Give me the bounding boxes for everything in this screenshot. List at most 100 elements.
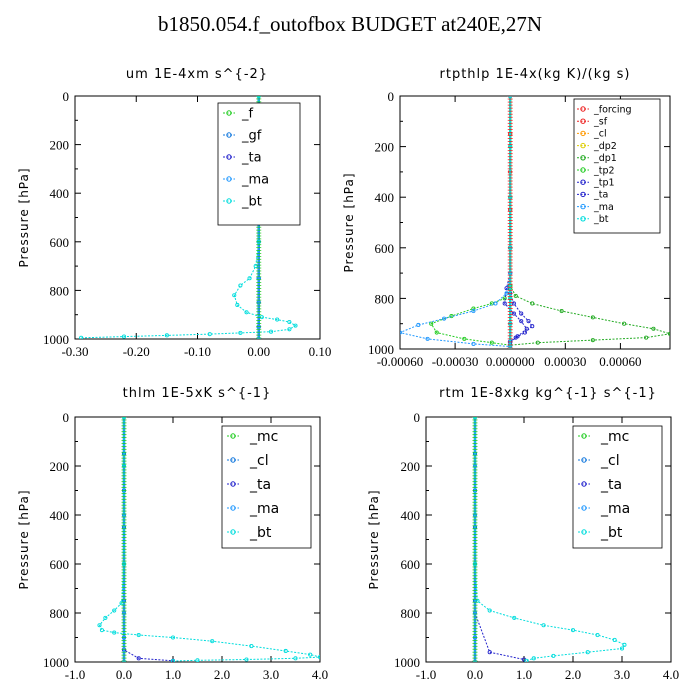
y-tick-label: 600 [50,235,70,250]
data-point [244,310,249,315]
legend-entry: _cl [600,453,620,469]
data-point [97,623,102,628]
data-point [502,301,507,306]
data-point [195,658,200,662]
data-point [287,319,292,325]
y-tick-label: 0 [63,410,70,425]
data-point [619,646,625,651]
legend-entry: _ta [600,477,622,493]
data-point [283,648,288,654]
y-tick-label: 0 [388,89,395,104]
series-line-bt [81,96,297,339]
legend-marker [226,198,232,204]
legend-entry: _dp2 [593,141,617,152]
legend-entry: _bt [593,214,609,225]
series-line-ta [123,417,174,662]
legend-box [572,425,663,549]
x-tick-label: 0.0 [116,667,132,682]
data-point [590,315,595,320]
legend-entry: _bt [600,525,623,541]
series-group [472,417,627,662]
data-point [519,319,524,324]
data-point [512,615,517,620]
data-point [515,334,520,339]
data-point [442,316,447,321]
data-point [249,644,254,649]
legend-entry: _cl [593,129,607,140]
data-point [524,658,529,662]
legend-entry: _cl [249,453,269,469]
series-line-tp1 [509,96,533,344]
data-point [522,330,527,335]
legend-marker [226,110,232,116]
data-point [535,340,540,345]
y-tick-label: 600 [50,557,70,572]
data-point [287,327,292,332]
legend-marker [581,433,587,439]
y-tick-label: 600 [401,557,421,572]
legend-entry: _ma [241,173,269,188]
data-point [232,293,237,298]
data-point [99,628,104,633]
data-point [541,623,546,628]
data-point [508,296,513,301]
data-point [508,346,513,349]
x-tick-label: -0.20 [123,344,150,359]
legend: _mc _cl _ta _ma _bt [572,425,663,549]
series-group [97,417,320,662]
data-point [667,331,670,336]
y-tick-label: 800 [50,606,70,621]
legend-entry: _ta [249,477,271,493]
x-tick-label: -1.0 [416,667,437,682]
x-tick-label: 0.00030 [544,354,586,369]
data-point [164,333,169,338]
series-line-bt [98,417,320,662]
y-axis-label: Pressure [hPa] [367,489,381,589]
data-point [170,635,176,640]
x-tick-label: 2.0 [214,667,230,682]
data-point [434,330,439,335]
legend-box [217,102,301,226]
legend-marker [581,457,587,463]
data-point [526,319,531,324]
y-tick-label: 200 [50,459,70,474]
data-point [511,311,516,316]
y-tick-label: 1000 [43,332,69,347]
data-point [268,329,274,334]
data-point [256,336,261,339]
y-tick-label: 800 [50,283,70,298]
data-point [103,615,108,620]
y-tick-label: 400 [401,508,421,523]
legend-entry: _ma [249,501,279,517]
data-point [121,334,127,339]
y-tick-label: 200 [50,138,70,153]
data-point [136,656,141,661]
y-tick-label: 1000 [394,655,420,670]
data-point [530,301,535,306]
legend-marker [580,130,586,137]
chart-title: rtm 1E-8xkg kg^{-1} s^{-1} [439,386,657,401]
series-line-tp2 [430,96,511,346]
x-tick-label: -0.30 [61,344,88,359]
y-tick-label: 1000 [43,655,69,670]
data-point [585,650,590,655]
data-point [551,653,556,658]
y-tick-label: 0 [63,89,70,104]
x-tick-label: -0.00030 [432,354,479,369]
data-point [256,300,261,305]
legend-entry: _ma [593,202,614,213]
chart-title: thlm 1E-5xK s^{-1} [123,386,272,401]
data-point [308,652,313,657]
legend-marker [230,457,236,463]
legend-marker [226,132,232,138]
data-point [612,637,617,643]
legend-marker [580,118,586,124]
data-point [112,608,117,613]
data-point [293,323,298,328]
data-point [590,338,595,343]
y-tick-label: 600 [375,241,395,256]
data-point [471,341,476,346]
chart-panel-1: um 1E-4xm s^{-2} Pressure [hPa] 0 200 400 600… [17,67,331,359]
data-point [622,642,627,647]
